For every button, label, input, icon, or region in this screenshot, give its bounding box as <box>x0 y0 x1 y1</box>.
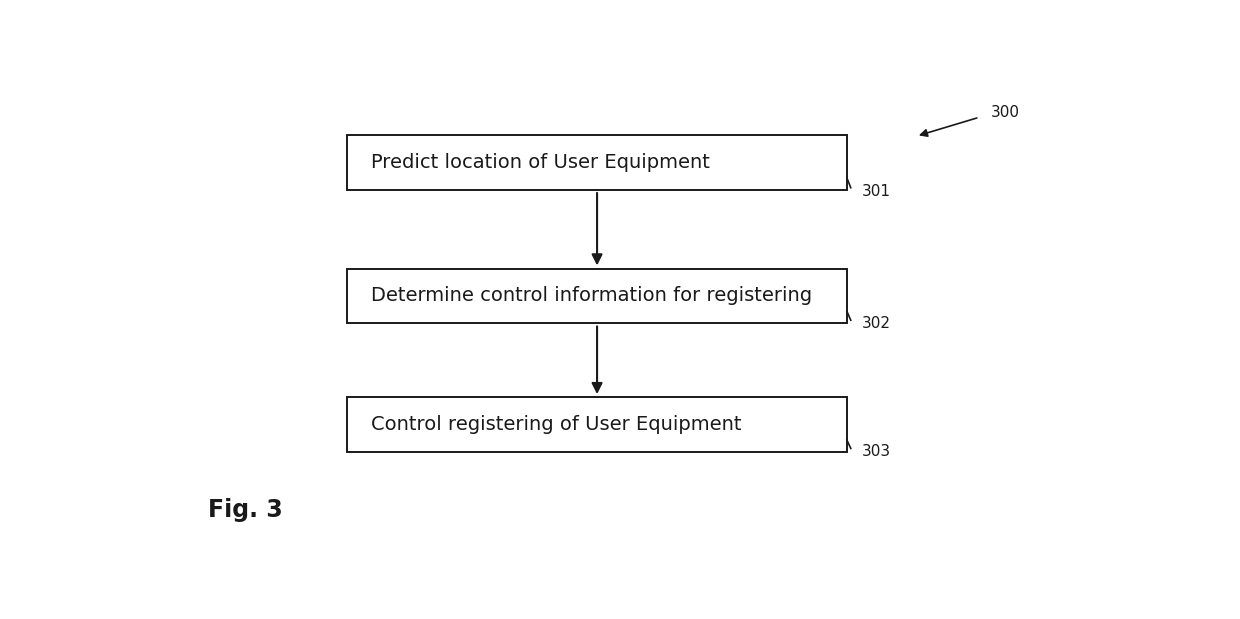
Bar <box>347 397 847 452</box>
Text: 301: 301 <box>862 184 890 199</box>
Bar <box>347 135 847 190</box>
Text: Determine control information for registering: Determine control information for regist… <box>371 287 812 305</box>
Text: Predict location of User Equipment: Predict location of User Equipment <box>371 153 711 172</box>
Text: Control registering of User Equipment: Control registering of User Equipment <box>371 415 742 434</box>
Text: Fig. 3: Fig. 3 <box>208 498 283 522</box>
Text: 300: 300 <box>991 105 1021 120</box>
Text: 302: 302 <box>862 316 890 331</box>
Text: 303: 303 <box>862 444 890 459</box>
Bar <box>347 269 847 323</box>
